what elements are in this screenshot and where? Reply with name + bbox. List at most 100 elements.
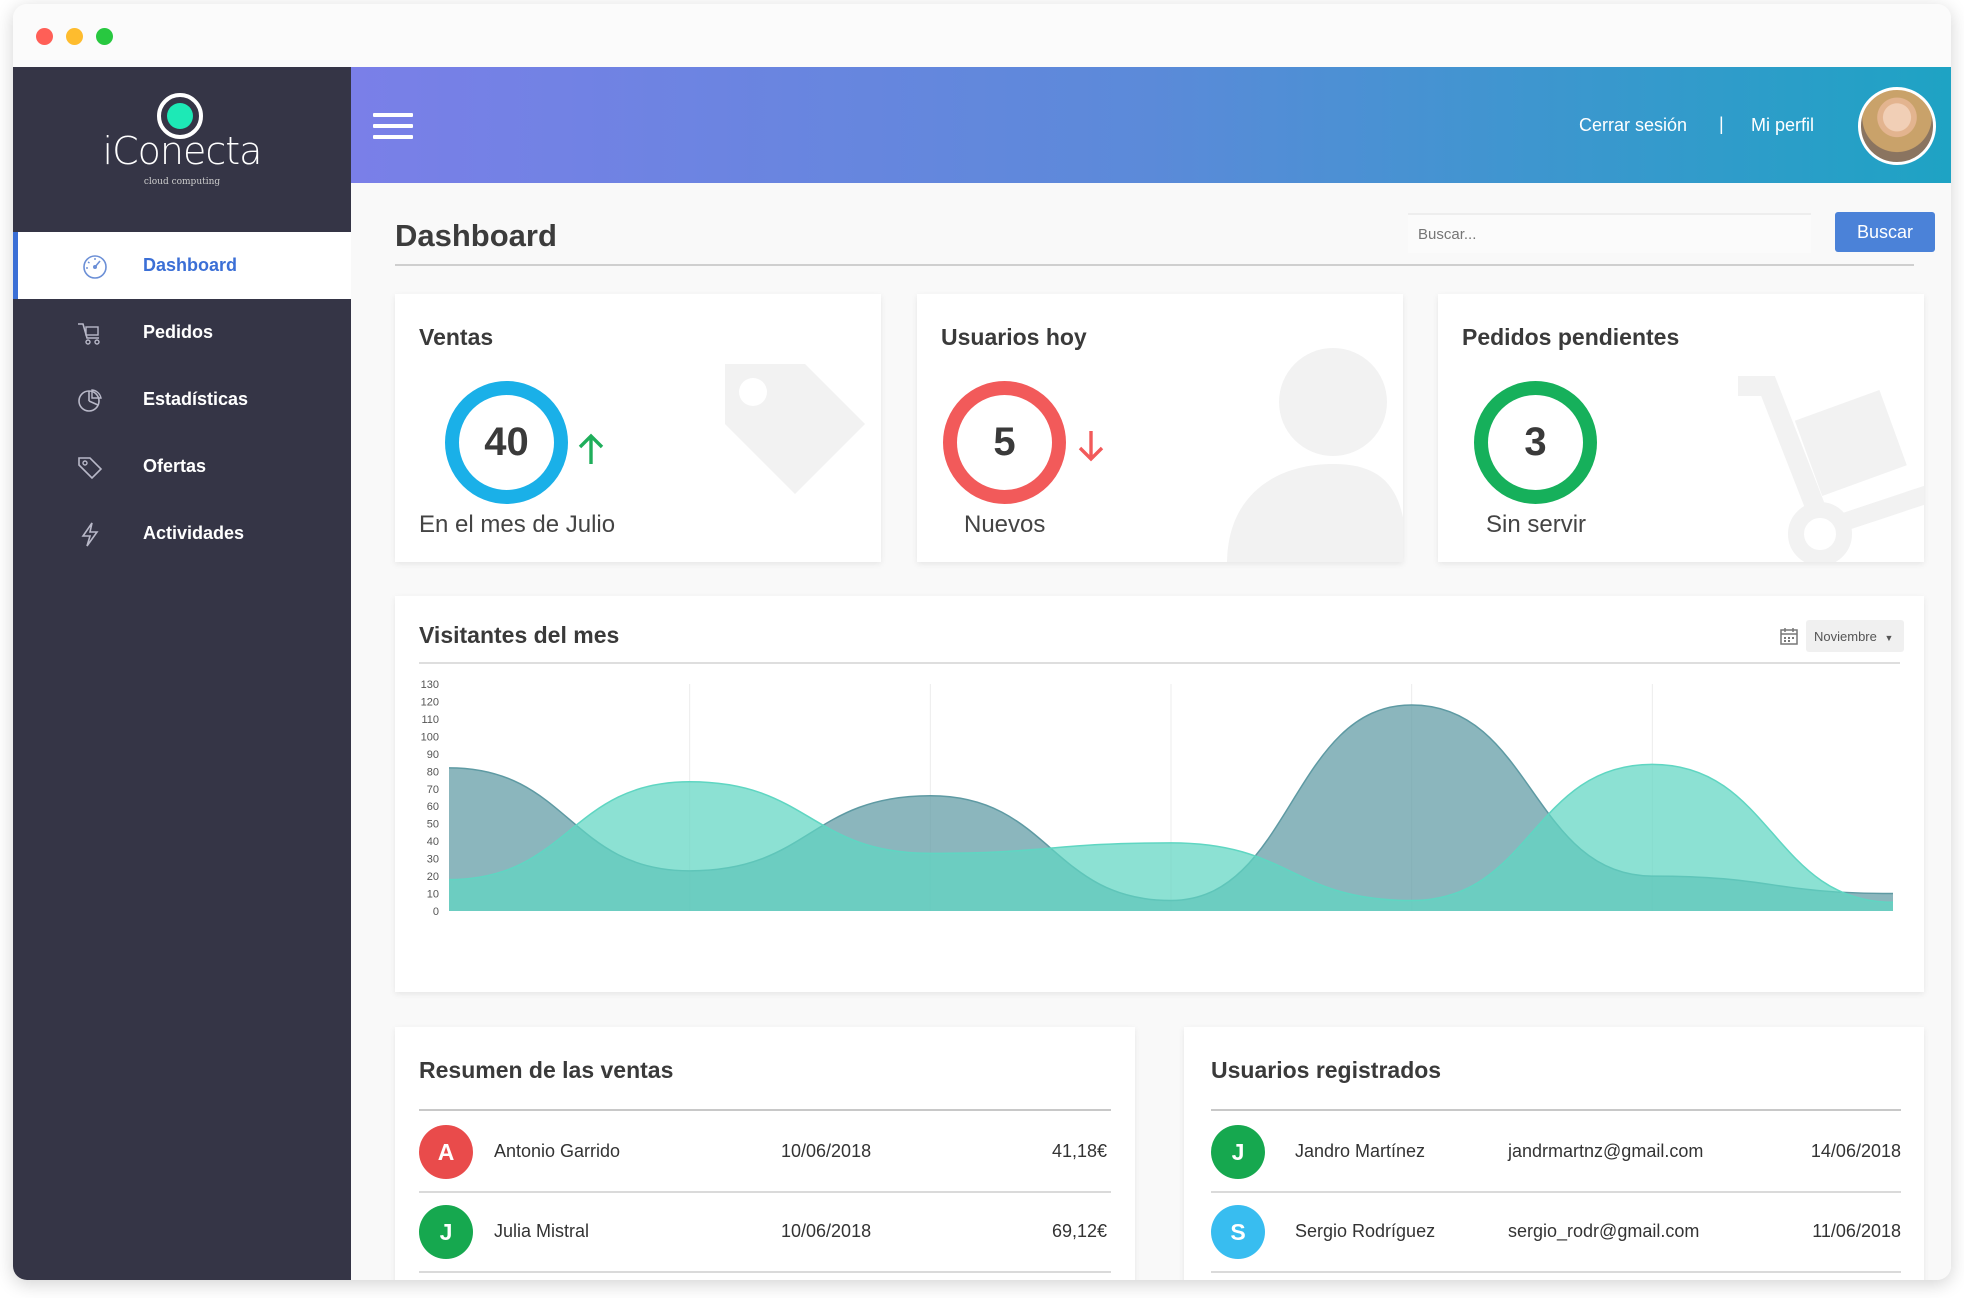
calendar-icon[interactable]: [1779, 626, 1799, 646]
card-title: Usuarios registrados: [1211, 1057, 1442, 1083]
sales-value-ring: 40: [445, 381, 568, 504]
card-title: Pedidos pendientes: [1462, 324, 1680, 350]
row-avatar: S: [1211, 1205, 1265, 1259]
sidebar-nav: Dashboard Pedidos Estadísticas: [13, 232, 351, 567]
sidebar-item-actividades[interactable]: Actividades: [13, 500, 351, 567]
row-amount: 69,12€: [1051, 1221, 1107, 1241]
app-window: iConecta cloud computing Dashboard: [13, 4, 1951, 1280]
sidebar-item-label: Ofertas: [143, 456, 207, 476]
y-tick-label: 0: [433, 906, 439, 918]
row-name: Sergio Rodríguez: [1295, 1221, 1436, 1241]
row-avatar: J: [419, 1205, 473, 1259]
table-row[interactable]: J Jandro Martínez jandrmartnz@gmail.com …: [1211, 1113, 1901, 1193]
table-row[interactable]: S Sergio Rodríguez sergio_rodr@gmail.com…: [1211, 1193, 1901, 1273]
row-email: sergio_rodr@gmail.com: [1508, 1221, 1700, 1241]
logo-text: iConecta: [102, 129, 263, 173]
row-avatar: J: [1211, 1125, 1265, 1179]
chart-title-divider: [419, 662, 1900, 664]
logo-mark-icon: [157, 93, 203, 139]
minimize-window-button[interactable]: [66, 28, 83, 45]
month-dropdown[interactable]: Noviembre ▼: [1806, 620, 1904, 652]
sales-summary-card: Resumen de las ventas A Antonio Garrido …: [395, 1027, 1135, 1280]
y-tick-label: 110: [421, 714, 439, 726]
month-dropdown-value: Noviembre: [1814, 629, 1877, 644]
y-tick-label: 130: [421, 679, 439, 691]
top-bar: Cerrar sesión | Mi perfil: [351, 67, 1951, 183]
card-caption: En el mes de Julio: [419, 511, 616, 538]
pending-orders-card: Pedidos pendientes 3 Sin servir: [1438, 294, 1924, 562]
row-name: Julia Mistral: [494, 1221, 590, 1241]
table-row[interactable]: A Antonio Garrido 10/06/2018 41,18€: [419, 1113, 1111, 1193]
cart-icon: [78, 323, 100, 345]
table-row[interactable]: J Julia Mistral 10/06/2018 69,12€: [419, 1193, 1111, 1273]
logo-subtitle: cloud computing: [143, 177, 221, 187]
y-tick-label: 90: [427, 749, 439, 761]
visitors-chart-card: Visitantes del mes Noviembre ▼ 0 10 20 30 40…: [395, 596, 1924, 992]
card-caption: Nuevos: [964, 511, 1046, 538]
sidebar-item-label: Dashboard: [143, 255, 238, 275]
y-tick-label: 50: [427, 819, 439, 831]
y-tick-label: 10: [427, 889, 439, 901]
sales-card: Ventas 40 En el mes de Julio: [395, 294, 881, 562]
registered-users-card: Usuarios registrados J Jandro Martínez j…: [1184, 1027, 1924, 1280]
row-date: 10/06/2018: [781, 1141, 872, 1161]
pie-chart-icon: [78, 389, 102, 412]
row-name: Jandro Martínez: [1295, 1141, 1426, 1161]
row-avatar: A: [419, 1125, 473, 1179]
close-window-button[interactable]: [36, 28, 53, 45]
arrow-down-icon: [1078, 431, 1104, 462]
sidebar-item-label: Actividades: [143, 523, 245, 543]
y-tick-label: 40: [427, 836, 439, 848]
profile-link[interactable]: Mi perfil: [1751, 115, 1815, 135]
pending-value-ring: 3: [1474, 381, 1597, 504]
chart-title: Visitantes del mes: [419, 622, 620, 648]
y-tick-label: 30: [427, 854, 439, 866]
y-tick-label: 20: [427, 871, 439, 883]
gauge-icon: [83, 255, 107, 279]
user-avatar[interactable]: [1858, 87, 1936, 165]
menu-icon[interactable]: [373, 113, 413, 139]
logout-link[interactable]: Cerrar sesión: [1579, 115, 1688, 135]
y-tick-label: 60: [427, 801, 439, 813]
card-title: Usuarios hoy: [941, 324, 1087, 350]
card-divider: [1211, 1109, 1901, 1111]
user-watermark-icon: [1227, 348, 1403, 562]
y-tick-label: 80: [427, 766, 439, 778]
arrow-up-icon: [578, 433, 604, 464]
main-content: Dashboard Buscar Ventas 40 En el mes de …: [351, 183, 1951, 1280]
row-date: 11/06/2018: [1812, 1221, 1901, 1241]
header-separator: |: [1719, 114, 1724, 134]
hand-truck-watermark-icon: [1738, 376, 1924, 562]
sidebar-item-estadisticas[interactable]: Estadísticas: [13, 366, 351, 433]
title-divider: [395, 264, 1914, 266]
sidebar-item-dashboard[interactable]: Dashboard: [13, 232, 351, 299]
card-title: Ventas: [419, 324, 494, 350]
card-caption: Sin servir: [1486, 511, 1587, 538]
lightning-icon: [81, 522, 99, 547]
logo[interactable]: iConecta cloud computing: [13, 89, 351, 199]
row-date: 14/06/2018: [1810, 1141, 1901, 1161]
sidebar-item-label: Estadísticas: [143, 389, 249, 409]
users-value-ring: 5: [943, 381, 1066, 504]
chevron-down-icon: ▼: [1884, 633, 1894, 643]
series-line-2: [448, 763, 1894, 904]
title-bar: [13, 4, 1951, 67]
users-today-card: Usuarios hoy 5 Nuevos: [917, 294, 1403, 562]
tag-icon: [78, 457, 103, 480]
sidebar-item-pedidos[interactable]: Pedidos: [13, 299, 351, 366]
maximize-window-button[interactable]: [96, 28, 113, 45]
sidebar: iConecta cloud computing Dashboard: [13, 67, 351, 1280]
visitors-area-chart: 0 10 20 30 40 50 60 70 80 90 100 110 120 130: [421, 679, 1894, 918]
row-amount: 41,18€: [1051, 1141, 1107, 1161]
card-divider: [419, 1109, 1111, 1111]
sidebar-item-label: Pedidos: [143, 322, 214, 342]
search-input[interactable]: [1408, 213, 1811, 253]
sidebar-item-ofertas[interactable]: Ofertas: [13, 433, 351, 500]
y-tick-label: 70: [427, 784, 439, 796]
y-tick-label: 120: [421, 696, 439, 708]
row-email: jandrmartnz@gmail.com: [1508, 1141, 1704, 1161]
area-series-2: [449, 764, 1893, 911]
card-title: Resumen de las ventas: [419, 1057, 674, 1083]
row-name: Antonio Garrido: [494, 1141, 621, 1161]
search-button[interactable]: Buscar: [1835, 212, 1935, 252]
